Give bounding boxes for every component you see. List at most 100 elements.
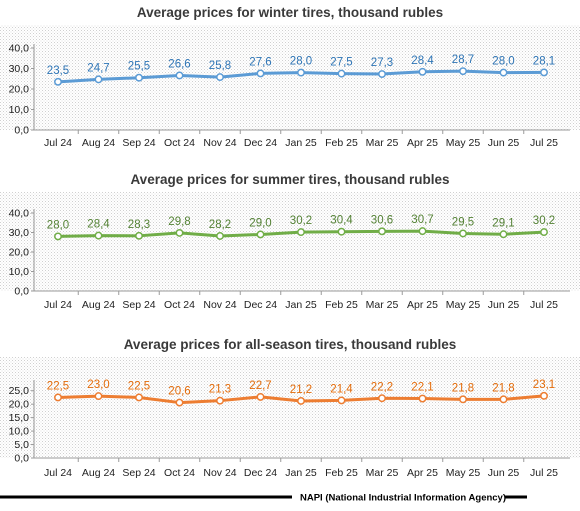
- data-point: [54, 77, 62, 86]
- data-point: [499, 395, 508, 404]
- data-point: [175, 228, 184, 237]
- y-tick-label: 0,0: [14, 286, 29, 298]
- data-label: 28,1: [533, 55, 555, 67]
- y-tick-label: 10,0: [9, 104, 30, 116]
- data-point: [94, 231, 103, 240]
- data-point: [459, 395, 467, 404]
- x-tick-label: Jan 25: [285, 299, 317, 311]
- data-label: 30,2: [290, 215, 312, 227]
- x-tick-label: Sep 24: [122, 137, 155, 149]
- x-tick-label: Feb 25: [325, 467, 358, 479]
- data-label: 29,1: [492, 217, 514, 229]
- data-point: [378, 394, 386, 403]
- data-point: [94, 75, 103, 84]
- x-tick-label: Aug 24: [82, 467, 115, 479]
- data-point: [459, 229, 467, 238]
- data-label: 28,0: [290, 56, 312, 68]
- data-label: 21,3: [209, 384, 231, 396]
- chart-background: [0, 25, 580, 130]
- data-point: [540, 391, 548, 400]
- footer: NAPI (National Industrial Information Ag…: [0, 493, 527, 504]
- y-tick-label: 30,0: [9, 63, 30, 75]
- data-label: 28,3: [128, 219, 150, 231]
- data-label: 21,4: [330, 383, 353, 395]
- y-tick-label: 20,0: [9, 247, 30, 259]
- data-label: 25,5: [128, 61, 150, 73]
- data-label: 23,5: [47, 65, 69, 77]
- chart-2: Average prices for summer tires, thousan…: [0, 172, 580, 311]
- data-point: [297, 397, 305, 405]
- data-label: 27,3: [371, 57, 393, 69]
- data-point: [175, 398, 184, 407]
- chart-background: [0, 192, 580, 291]
- x-tick-label: May 25: [446, 299, 481, 311]
- chart-background: [0, 357, 580, 458]
- x-tick-label: Jul 25: [530, 467, 558, 479]
- data-point: [135, 231, 143, 240]
- data-label: 23,0: [87, 379, 109, 391]
- x-tick-label: Jul 24: [44, 137, 72, 149]
- data-label: 25,8: [209, 60, 231, 72]
- x-tick-label: Jun 25: [488, 137, 520, 149]
- x-tick-label: Sep 24: [122, 299, 155, 311]
- data-point: [337, 227, 346, 236]
- x-tick-label: Feb 25: [325, 137, 358, 149]
- data-point: [216, 232, 224, 240]
- data-point: [337, 396, 346, 405]
- y-tick-label: 0,0: [14, 453, 29, 465]
- data-label: 28,4: [87, 219, 110, 231]
- data-point: [378, 70, 386, 78]
- x-tick-label: Mar 25: [366, 299, 399, 311]
- y-tick-label: 20,0: [9, 84, 30, 96]
- chart-3: Average prices for all-season tires, tho…: [0, 337, 580, 479]
- data-point: [297, 228, 305, 237]
- x-tick-label: Dec 24: [244, 299, 277, 311]
- data-point: [540, 68, 548, 77]
- x-tick-label: Jan 25: [285, 467, 317, 479]
- data-label: 27,6: [249, 56, 271, 68]
- x-tick-label: Jul 24: [44, 299, 72, 311]
- data-label: 28,4: [411, 55, 434, 67]
- data-point: [135, 393, 143, 402]
- x-tick-label: Nov 24: [203, 467, 236, 479]
- x-tick-label: Jan 25: [285, 137, 317, 149]
- y-tick-label: 15,0: [9, 412, 30, 424]
- x-tick-label: Jul 25: [530, 299, 558, 311]
- x-tick-label: May 25: [446, 467, 481, 479]
- data-label: 28,7: [452, 54, 474, 66]
- data-point: [54, 232, 62, 241]
- x-tick-label: Dec 24: [244, 137, 277, 149]
- chart-title: Average prices for summer tires, thousan…: [130, 172, 449, 187]
- data-label: 29,5: [452, 216, 474, 228]
- x-tick-label: Jul 24: [44, 467, 72, 479]
- data-label: 28,2: [209, 219, 231, 231]
- data-label: 30,4: [330, 215, 353, 227]
- chart-title: Average prices for all-season tires, tho…: [124, 337, 457, 352]
- data-point: [256, 69, 265, 78]
- data-label: 24,7: [87, 62, 109, 74]
- data-label: 21,2: [290, 384, 312, 396]
- data-label: 20,6: [168, 386, 190, 398]
- x-tick-label: Sep 24: [122, 467, 155, 479]
- data-point: [135, 73, 143, 82]
- data-point: [459, 67, 467, 76]
- x-tick-label: Oct 24: [164, 467, 195, 479]
- data-point: [216, 396, 224, 405]
- y-tick-label: 25,0: [9, 385, 30, 397]
- data-point: [256, 392, 265, 401]
- x-tick-label: Aug 24: [82, 137, 115, 149]
- data-point: [418, 227, 427, 236]
- y-tick-label: 5,0: [14, 439, 29, 451]
- y-tick-label: 30,0: [9, 227, 30, 239]
- y-tick-label: 40,0: [9, 208, 30, 220]
- data-point: [54, 393, 62, 402]
- data-label: 30,2: [533, 215, 555, 227]
- y-tick-label: 40,0: [9, 43, 30, 55]
- data-label: 22,5: [128, 380, 150, 392]
- data-point: [94, 392, 103, 401]
- data-point: [256, 230, 265, 239]
- data-label: 29,0: [249, 217, 271, 229]
- data-label: 22,2: [371, 381, 393, 393]
